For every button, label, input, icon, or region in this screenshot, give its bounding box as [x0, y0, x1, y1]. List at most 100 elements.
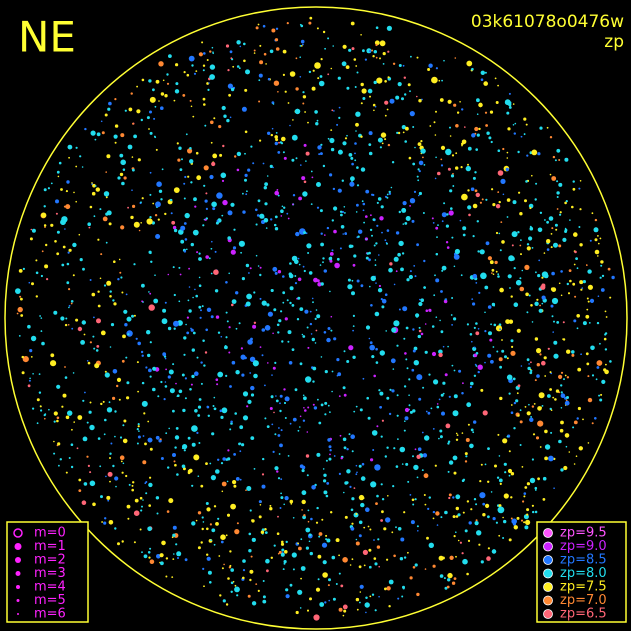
star [223, 563, 225, 566]
star [498, 455, 501, 457]
star [465, 165, 471, 172]
star [378, 595, 380, 598]
star [32, 373, 34, 375]
star [444, 586, 448, 590]
star [53, 310, 58, 315]
star [404, 352, 407, 355]
star [484, 361, 486, 364]
star [594, 218, 598, 222]
star [495, 231, 499, 235]
star [402, 64, 405, 67]
star [53, 452, 56, 455]
star [582, 418, 584, 421]
color-key: zp [604, 32, 624, 52]
star [197, 546, 201, 550]
star [281, 136, 286, 142]
star [600, 393, 603, 396]
star [187, 148, 193, 154]
star [55, 199, 59, 204]
star [280, 492, 282, 495]
star [600, 260, 604, 264]
star [437, 224, 439, 227]
star [131, 488, 134, 492]
star [249, 356, 256, 362]
star [250, 393, 255, 397]
star [571, 353, 575, 357]
star [393, 320, 400, 327]
star [471, 340, 473, 343]
star [428, 542, 434, 548]
star [418, 160, 424, 166]
star [64, 376, 68, 379]
star [506, 157, 509, 159]
star [233, 228, 236, 231]
star [448, 395, 451, 398]
star [325, 459, 328, 462]
star [18, 269, 23, 273]
star [276, 532, 280, 535]
star [106, 280, 112, 286]
star [217, 517, 220, 520]
star [467, 205, 472, 210]
star [140, 509, 143, 512]
star [492, 203, 496, 207]
star [603, 368, 607, 372]
star [380, 205, 384, 209]
star [355, 211, 358, 213]
star [452, 515, 456, 519]
star [20, 314, 24, 317]
star [422, 453, 428, 458]
star [345, 481, 349, 484]
star [203, 103, 206, 106]
star [132, 122, 134, 125]
star [81, 166, 84, 168]
star [241, 277, 245, 281]
star [355, 541, 360, 546]
star [50, 353, 55, 358]
star [356, 203, 359, 207]
star [403, 385, 407, 388]
star [231, 360, 236, 365]
star [298, 196, 302, 201]
star [89, 480, 96, 487]
star [142, 499, 144, 501]
star [221, 567, 224, 570]
star [374, 259, 377, 261]
star [558, 374, 563, 379]
star [577, 367, 582, 372]
star [384, 100, 389, 105]
star [362, 209, 365, 212]
star [514, 122, 517, 125]
star [294, 282, 298, 285]
star [442, 381, 446, 385]
star [242, 569, 246, 572]
star [546, 126, 549, 129]
star [305, 527, 311, 533]
star [351, 180, 353, 182]
star [433, 294, 436, 297]
star [338, 572, 341, 575]
star [302, 102, 305, 105]
star [494, 77, 497, 80]
star [474, 363, 477, 366]
star [121, 291, 124, 294]
star [259, 139, 262, 142]
star [279, 409, 282, 413]
star [321, 542, 328, 548]
star [219, 409, 223, 413]
star [112, 369, 118, 374]
star [227, 210, 233, 216]
star [297, 277, 302, 282]
star [275, 395, 277, 397]
star [172, 266, 175, 269]
star [112, 464, 115, 468]
star [96, 318, 101, 324]
star [209, 74, 216, 80]
star [304, 111, 306, 113]
star [198, 252, 201, 255]
star [117, 176, 121, 180]
star [403, 429, 406, 432]
star [225, 458, 229, 461]
star [231, 299, 237, 304]
star [332, 597, 336, 601]
